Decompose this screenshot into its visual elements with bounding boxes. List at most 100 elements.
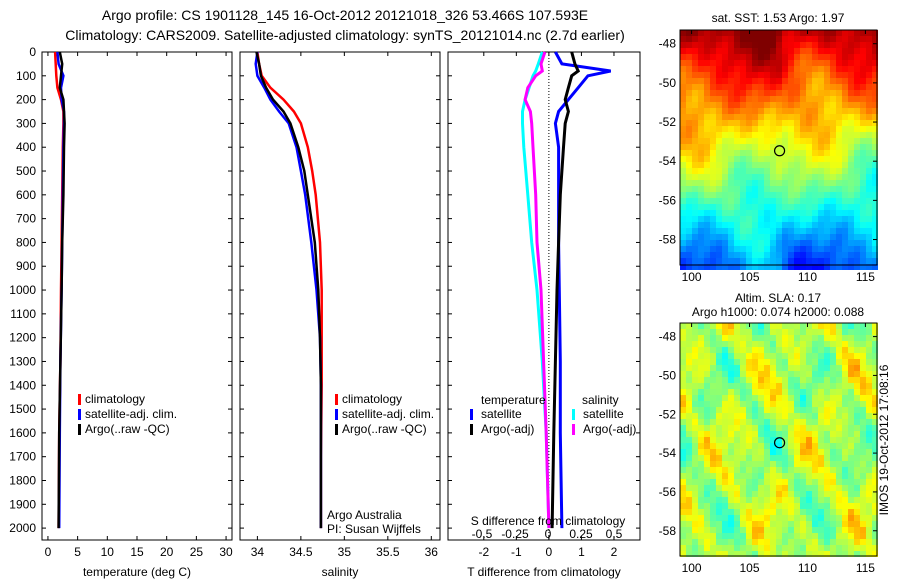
heatmap-cell	[872, 54, 878, 60]
heatmap-cell	[860, 401, 866, 407]
heatmap-cell	[782, 491, 788, 497]
heatmap-cell	[710, 461, 716, 467]
heatmap-cell	[704, 401, 710, 407]
heatmap-cell	[818, 551, 824, 557]
heatmap-cell	[824, 228, 830, 234]
heatmap-cell	[872, 150, 878, 156]
heatmap-cell	[710, 102, 716, 108]
heatmap-cell	[830, 72, 836, 78]
heatmap-cell	[800, 114, 806, 120]
heatmap-cell	[854, 479, 860, 485]
heatmap-cell	[854, 66, 860, 72]
heatmap-cell	[866, 431, 872, 437]
heatmap-cell	[710, 192, 716, 198]
heatmap-cell	[860, 144, 866, 150]
heatmap-cell	[824, 401, 830, 407]
heatmap-cell	[764, 437, 770, 443]
heatmap-cell	[842, 102, 848, 108]
heatmap-cell	[842, 156, 848, 162]
heatmap-cell	[806, 234, 812, 240]
heatmap-cell	[824, 54, 830, 60]
heatmap-cell	[794, 479, 800, 485]
heatmap-cell	[728, 371, 734, 377]
heatmap-cell	[686, 419, 692, 425]
heatmap-cell	[770, 108, 776, 114]
heatmap-cell	[848, 383, 854, 389]
heatmap-cell	[848, 204, 854, 210]
heatmap-cell	[728, 258, 734, 264]
heatmap-cell	[746, 545, 752, 551]
heatmap-cell	[824, 323, 830, 329]
heatmap-cell	[728, 54, 734, 60]
heatmap-cell	[770, 234, 776, 240]
heatmap-cell	[860, 246, 866, 252]
heatmap-cell	[740, 431, 746, 437]
heatmap-cell	[740, 222, 746, 228]
heatmap-cell	[740, 30, 746, 36]
heatmap-cell	[698, 72, 704, 78]
heatmap-cell	[698, 443, 704, 449]
heatmap-cell	[710, 341, 716, 347]
heatmap-cell	[824, 527, 830, 533]
heatmap-cell	[716, 383, 722, 389]
heatmap-cell	[818, 335, 824, 341]
heatmap-cell	[866, 264, 872, 270]
heatmap-cell	[794, 246, 800, 252]
heatmap-cell	[692, 240, 698, 246]
heatmap-cell	[806, 443, 812, 449]
heatmap-cell	[770, 42, 776, 48]
heatmap-cell	[788, 383, 794, 389]
heatmap-cell	[836, 455, 842, 461]
heatmap-cell	[710, 264, 716, 270]
heatmap-cell	[770, 156, 776, 162]
heatmap-cell	[836, 431, 842, 437]
heatmap-cell	[794, 150, 800, 156]
heatmap-cell	[686, 473, 692, 479]
heatmap-cell	[692, 228, 698, 234]
heatmap-cell	[764, 443, 770, 449]
heatmap-cell	[764, 36, 770, 42]
heatmap-cell	[722, 401, 728, 407]
heatmap-cell	[746, 138, 752, 144]
map-frame-sla	[679, 322, 878, 557]
heatmap-cell	[872, 449, 878, 455]
heatmap-cell	[842, 168, 848, 174]
heatmap-cell	[746, 222, 752, 228]
heatmap-cell	[698, 383, 704, 389]
heatmap-cell	[854, 180, 860, 186]
heatmap-cell	[710, 515, 716, 521]
heatmap-cell	[758, 120, 764, 126]
heatmap-cell	[740, 383, 746, 389]
heatmap-cell	[692, 66, 698, 72]
heatmap-cell	[722, 156, 728, 162]
heatmap-cell	[734, 240, 740, 246]
heatmap-cell	[686, 443, 692, 449]
legend-swatch	[335, 424, 338, 435]
heatmap-cell	[830, 467, 836, 473]
heatmap-cell	[836, 389, 842, 395]
heatmap-cell	[788, 443, 794, 449]
x-tick-label: 115	[856, 561, 875, 575]
heatmap-cell	[710, 180, 716, 186]
heatmap-cell	[788, 90, 794, 96]
heatmap-cell	[776, 437, 782, 443]
heatmap-cell	[716, 138, 722, 144]
heatmap-cell	[836, 114, 842, 120]
heatmap-cell	[782, 132, 788, 138]
heatmap-cell	[776, 515, 782, 521]
heatmap-cell	[752, 503, 758, 509]
heatmap-cell	[746, 210, 752, 216]
heatmap-cell	[854, 42, 860, 48]
heatmap-cell	[788, 497, 794, 503]
x-tick-label: 110	[798, 270, 817, 284]
heatmap-cell	[680, 551, 686, 557]
heatmap-cell	[794, 407, 800, 413]
heatmap-cell	[776, 485, 782, 491]
heatmap-cell	[710, 509, 716, 515]
heatmap-cell	[818, 467, 824, 473]
heatmap-cell	[728, 198, 734, 204]
heatmap-cell	[764, 353, 770, 359]
heatmap-cell	[692, 132, 698, 138]
heatmap-cell	[836, 120, 842, 126]
heatmap-cell	[680, 539, 686, 545]
